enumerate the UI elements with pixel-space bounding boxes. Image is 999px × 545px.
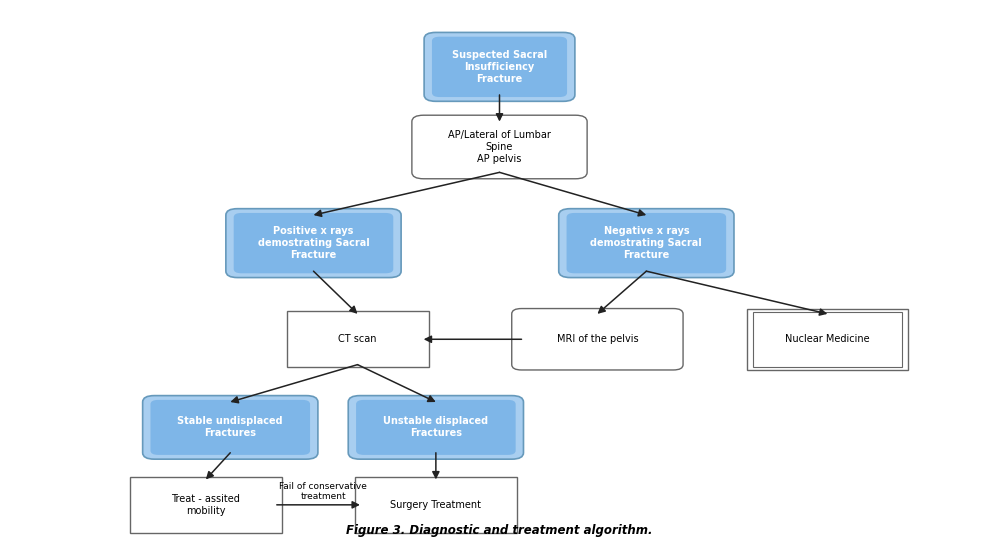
Text: Suspected Sacral
Insufficiency
Fracture: Suspected Sacral Insufficiency Fracture — [452, 50, 547, 84]
Text: Surgery Treatment: Surgery Treatment — [391, 500, 482, 510]
Text: MRI of the pelvis: MRI of the pelvis — [556, 334, 638, 344]
FancyBboxPatch shape — [432, 37, 567, 97]
FancyBboxPatch shape — [752, 312, 902, 367]
FancyBboxPatch shape — [746, 308, 908, 370]
Text: Unstable displaced
Fractures: Unstable displaced Fractures — [384, 416, 489, 438]
FancyBboxPatch shape — [356, 400, 515, 455]
FancyBboxPatch shape — [355, 477, 516, 533]
Text: Negative x rays
demostrating Sacral
Fracture: Negative x rays demostrating Sacral Frac… — [590, 226, 702, 260]
FancyBboxPatch shape — [425, 32, 574, 101]
FancyBboxPatch shape — [558, 209, 734, 277]
Text: Positive x rays
demostrating Sacral
Fracture: Positive x rays demostrating Sacral Frac… — [258, 226, 370, 260]
Text: CT scan: CT scan — [339, 334, 377, 344]
FancyBboxPatch shape — [130, 477, 282, 533]
FancyBboxPatch shape — [287, 311, 429, 367]
Text: Nuclear Medicine: Nuclear Medicine — [785, 334, 870, 344]
Text: Figure 3. Diagnostic and treatment algorithm.: Figure 3. Diagnostic and treatment algor… — [347, 524, 652, 537]
FancyBboxPatch shape — [143, 396, 318, 459]
FancyBboxPatch shape — [511, 308, 683, 370]
Text: Fail of conservative
treatment: Fail of conservative treatment — [280, 482, 368, 501]
Text: Treat - assited
mobility: Treat - assited mobility — [172, 494, 240, 516]
Text: Stable undisplaced
Fractures: Stable undisplaced Fractures — [178, 416, 283, 438]
FancyBboxPatch shape — [226, 209, 402, 277]
FancyBboxPatch shape — [349, 396, 523, 459]
FancyBboxPatch shape — [234, 213, 394, 273]
FancyBboxPatch shape — [566, 213, 726, 273]
FancyBboxPatch shape — [412, 115, 587, 179]
Text: AP/Lateral of Lumbar
Spine
AP pelvis: AP/Lateral of Lumbar Spine AP pelvis — [449, 130, 550, 164]
FancyBboxPatch shape — [151, 400, 310, 455]
